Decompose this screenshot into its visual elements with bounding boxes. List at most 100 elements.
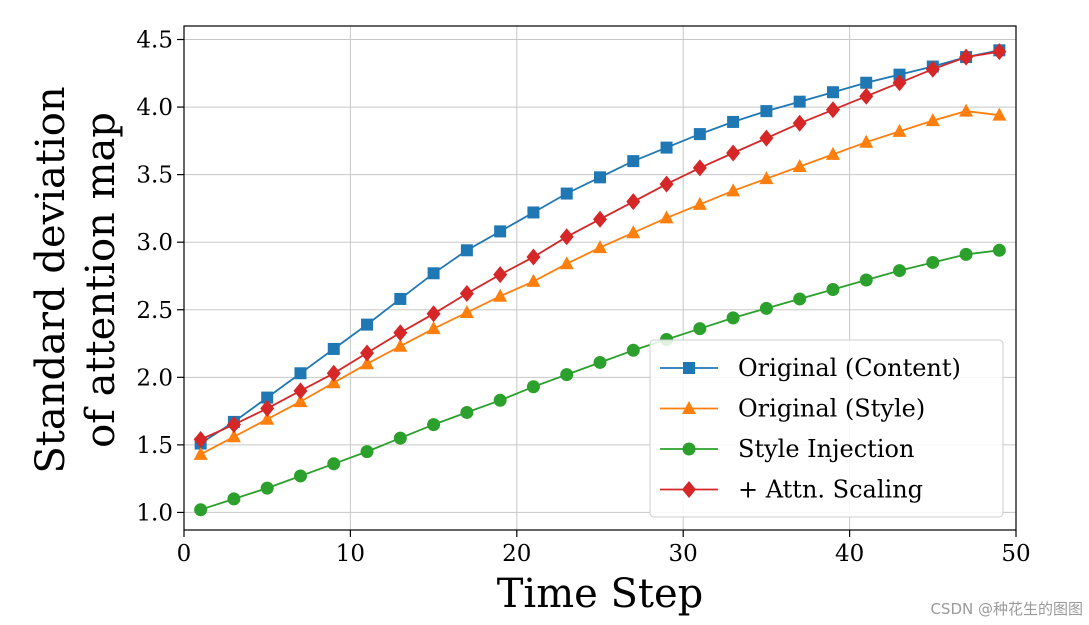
- y-tick-label: 3.0: [136, 230, 173, 256]
- data-point: [693, 322, 707, 336]
- data-point: [726, 144, 741, 162]
- data-point: [792, 159, 807, 173]
- series-1: [194, 44, 1006, 450]
- series-layer: [193, 43, 1007, 517]
- data-point: [692, 159, 707, 177]
- data-point: [360, 356, 375, 370]
- data-point: [327, 342, 340, 355]
- series-2: [193, 103, 1007, 460]
- legend-label: Style Injection: [738, 435, 914, 463]
- data-point: [560, 187, 573, 200]
- x-tick-label: 30: [669, 541, 698, 567]
- data-point: [426, 321, 441, 335]
- data-point: [526, 380, 540, 394]
- data-point: [427, 418, 441, 432]
- data-point: [926, 255, 940, 269]
- data-point: [393, 338, 408, 352]
- data-point: [393, 324, 408, 342]
- data-point: [293, 382, 308, 400]
- data-point: [959, 247, 973, 261]
- x-tick-label: 10: [336, 541, 365, 567]
- data-point: [893, 264, 907, 278]
- data-point: [826, 282, 840, 296]
- data-point: [692, 196, 707, 210]
- data-point: [859, 273, 873, 287]
- y-tick-label: 1.0: [136, 500, 173, 526]
- data-point: [626, 225, 641, 239]
- ticks: 0 10 20 30 40 50 1.0 1.5 2.0 2.5 3.0 3.5 4.0 4.5: [136, 28, 1030, 567]
- data-point: [626, 343, 640, 357]
- data-point: [959, 103, 974, 117]
- data-point: [825, 101, 840, 119]
- data-point: [892, 123, 907, 137]
- data-point: [759, 171, 774, 185]
- data-point: [659, 175, 674, 193]
- legend: Original (Content) Original (Style) Style …: [649, 339, 1004, 518]
- data-point: [826, 86, 839, 99]
- x-tick-label: 20: [502, 541, 531, 567]
- data-point: [227, 492, 241, 506]
- data-point: [560, 368, 574, 382]
- legend-marker: [682, 481, 696, 498]
- data-point: [361, 318, 374, 331]
- data-point: [193, 446, 208, 460]
- data-point: [860, 76, 873, 89]
- data-point: [793, 95, 806, 108]
- data-point: [459, 285, 474, 303]
- data-point: [493, 393, 507, 407]
- y-tick-label: 2.0: [136, 365, 173, 391]
- data-point: [394, 292, 407, 305]
- legend-label: Original (Content): [738, 354, 961, 382]
- data-point: [360, 344, 375, 362]
- legend-entry: Original (Content): [660, 354, 961, 382]
- data-point: [726, 311, 740, 325]
- x-tick-label: 0: [177, 541, 192, 567]
- data-point: [759, 129, 774, 147]
- data-point: [825, 146, 840, 160]
- data-point: [194, 503, 208, 517]
- data-point: [527, 206, 540, 219]
- legend-entry: + Attn. Scaling: [660, 476, 923, 504]
- data-point: [260, 399, 275, 417]
- watermark: CSDN @种花生的图图: [930, 600, 1083, 618]
- data-point: [493, 266, 508, 284]
- data-point: [759, 301, 773, 315]
- data-point: [593, 210, 607, 228]
- data-point: [859, 134, 874, 148]
- data-point: [992, 243, 1006, 257]
- legend-marker: [682, 442, 696, 456]
- x-tick-label: 40: [835, 541, 864, 567]
- y-axis-title-line-2: of attention map: [78, 112, 124, 448]
- data-point: [992, 43, 1007, 61]
- data-point: [226, 416, 241, 434]
- data-point: [293, 394, 308, 408]
- data-point: [426, 305, 441, 323]
- data-point: [294, 367, 307, 380]
- data-point: [726, 183, 741, 197]
- data-point: [859, 87, 874, 105]
- data-point: [925, 113, 940, 127]
- legend-marker: [683, 362, 695, 374]
- data-point: [493, 288, 508, 302]
- data-point: [393, 431, 407, 445]
- data-point: [593, 355, 607, 369]
- data-point: [494, 225, 507, 238]
- data-point: [261, 391, 274, 404]
- data-point: [260, 481, 274, 495]
- data-point: [293, 469, 307, 483]
- data-point: [559, 256, 574, 270]
- data-point: [992, 107, 1007, 121]
- data-point: [594, 171, 606, 184]
- data-point: [260, 411, 275, 425]
- y-tick-label: 4.5: [136, 28, 173, 54]
- data-point: [727, 115, 740, 128]
- y-tick-label: 4.0: [136, 95, 173, 121]
- data-point: [593, 240, 607, 254]
- data-point: [892, 74, 907, 92]
- data-point: [660, 141, 673, 154]
- data-point: [659, 210, 674, 224]
- data-point: [460, 244, 473, 257]
- data-point: [959, 48, 974, 66]
- series-4: [193, 43, 1007, 448]
